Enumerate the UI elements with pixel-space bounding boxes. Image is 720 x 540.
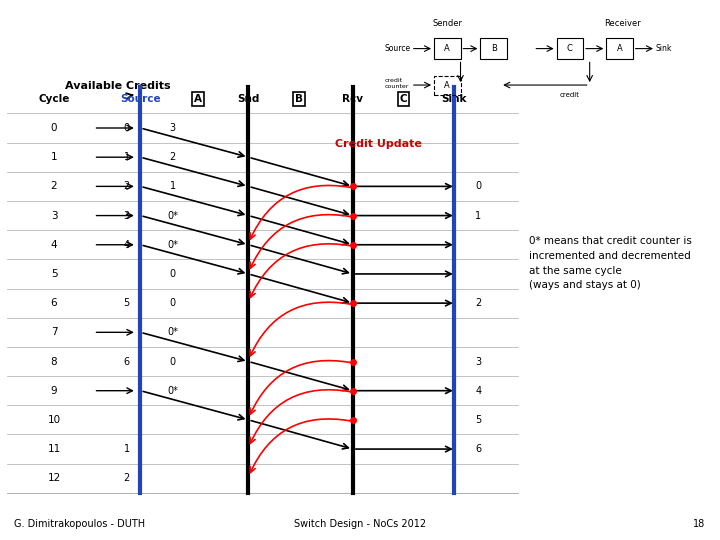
- Text: B: B: [294, 94, 303, 104]
- Text: Sender: Sender: [432, 19, 462, 28]
- Text: 0: 0: [170, 269, 176, 279]
- Text: 2: 2: [170, 152, 176, 162]
- Text: Snd: Snd: [237, 94, 260, 104]
- Text: 6: 6: [123, 356, 130, 367]
- Text: Credit-based flow control: Example: Credit-based flow control: Example: [11, 19, 480, 43]
- Text: Source: Source: [384, 44, 410, 53]
- Text: 6: 6: [50, 298, 58, 308]
- Text: 4: 4: [123, 240, 130, 250]
- Text: 1: 1: [123, 152, 130, 162]
- Text: 2: 2: [50, 181, 58, 191]
- Text: 3: 3: [170, 123, 176, 133]
- Text: Cycle: Cycle: [38, 94, 70, 104]
- Text: Rcv: Rcv: [342, 94, 364, 104]
- Text: Switch Design - NoCs 2012: Switch Design - NoCs 2012: [294, 519, 426, 529]
- Text: Available Credits: Available Credits: [65, 81, 171, 91]
- Text: 1: 1: [123, 444, 130, 454]
- Text: 3: 3: [475, 356, 482, 367]
- Text: 0: 0: [170, 356, 176, 367]
- Text: 2: 2: [123, 473, 130, 483]
- Bar: [434, 76, 461, 94]
- Text: A: A: [444, 80, 450, 90]
- Text: A: A: [616, 44, 622, 53]
- Text: credit: credit: [560, 92, 580, 98]
- Text: C: C: [567, 44, 572, 53]
- Text: 1: 1: [50, 152, 58, 162]
- Text: 0* means that credit counter is
incremented and decremented
at the same cycle
(w: 0* means that credit counter is incremen…: [529, 236, 692, 291]
- Text: A: A: [444, 44, 450, 53]
- Text: Source: Source: [120, 94, 161, 104]
- Text: 3: 3: [50, 211, 58, 220]
- Text: 18: 18: [693, 519, 706, 529]
- Text: 5: 5: [123, 298, 130, 308]
- Text: 2: 2: [475, 298, 482, 308]
- Text: 0*: 0*: [167, 211, 179, 220]
- Text: 0: 0: [50, 123, 58, 133]
- Text: 1: 1: [475, 211, 482, 220]
- Text: 12: 12: [48, 473, 60, 483]
- Text: 0: 0: [123, 123, 130, 133]
- Text: credit
counter: credit counter: [384, 78, 409, 89]
- Text: 11: 11: [48, 444, 60, 454]
- Bar: [434, 38, 461, 59]
- Bar: [480, 38, 507, 59]
- Bar: [557, 38, 583, 59]
- Text: C: C: [400, 94, 407, 104]
- Text: 0: 0: [170, 298, 176, 308]
- Text: 5: 5: [475, 415, 482, 425]
- Text: 6: 6: [475, 444, 482, 454]
- Text: Credit Update: Credit Update: [335, 139, 421, 149]
- Text: 0*: 0*: [167, 386, 179, 396]
- Text: 2: 2: [123, 181, 130, 191]
- Bar: [606, 38, 633, 59]
- Text: Receiver: Receiver: [604, 19, 642, 28]
- Text: B: B: [491, 44, 497, 53]
- Text: 8: 8: [50, 356, 58, 367]
- Text: 9: 9: [50, 386, 58, 396]
- Text: 0: 0: [475, 181, 482, 191]
- Text: 5: 5: [50, 269, 58, 279]
- Text: Sink: Sink: [441, 94, 467, 104]
- Text: 7: 7: [50, 327, 58, 338]
- Text: 1: 1: [170, 181, 176, 191]
- Text: 0*: 0*: [167, 327, 179, 338]
- Text: 10: 10: [48, 415, 60, 425]
- Text: Sink: Sink: [656, 44, 672, 53]
- Text: 0*: 0*: [167, 240, 179, 250]
- Text: 3: 3: [123, 211, 130, 220]
- Text: A: A: [194, 94, 202, 104]
- Text: 4: 4: [50, 240, 58, 250]
- Text: 4: 4: [475, 386, 482, 396]
- Text: G. Dimitrakopoulos - DUTH: G. Dimitrakopoulos - DUTH: [14, 519, 145, 529]
